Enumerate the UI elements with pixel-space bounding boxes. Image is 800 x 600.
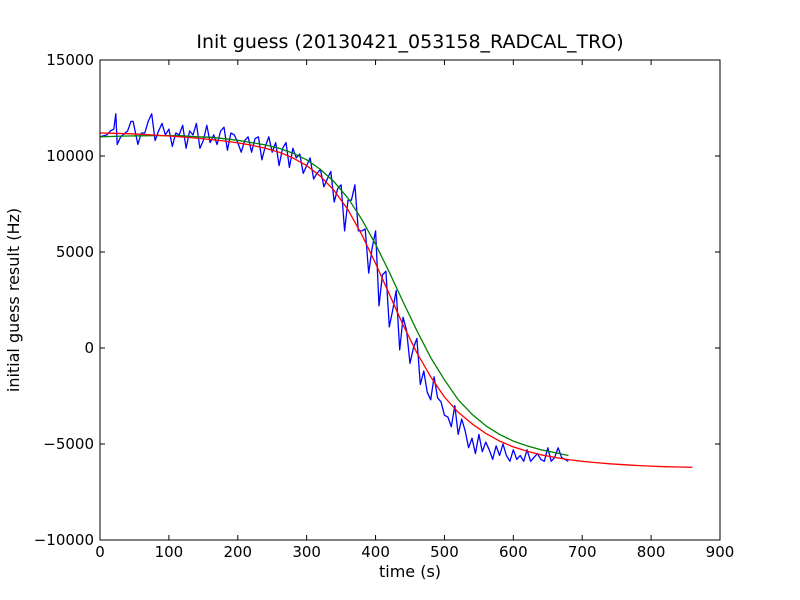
x-tick-label: 800 <box>637 543 666 561</box>
x-tick-label: 700 <box>568 543 597 561</box>
y-tick-label: −10000 <box>34 531 94 549</box>
y-tick-label: −5000 <box>43 435 94 453</box>
x-tick-label: 500 <box>430 543 459 561</box>
series-line-0 <box>99 113 569 462</box>
series-line-2 <box>99 132 693 469</box>
y-tick-label: 5000 <box>56 243 94 261</box>
plot-frame <box>99 59 721 541</box>
x-tick-label: 400 <box>361 543 390 561</box>
y-tick-label: 15000 <box>46 51 94 69</box>
plot-area <box>99 113 693 469</box>
x-tick-label: 300 <box>292 543 321 561</box>
series-line-1 <box>99 134 569 457</box>
x-tick-label: 0 <box>95 543 105 561</box>
y-tick-label: 10000 <box>46 147 94 165</box>
x-axis-label: time (s) <box>379 562 441 581</box>
y-tick-label: 0 <box>84 339 94 357</box>
x-axis: 0 100 200 300 400 500 600 700 800 900 <box>95 60 734 561</box>
x-tick-label: 200 <box>223 543 252 561</box>
x-tick-label: 600 <box>499 543 528 561</box>
chart-title: Init guess (20130421_053158_RADCAL_TRO) <box>196 31 623 53</box>
y-axis: −10000 −5000 0 5000 10000 15000 <box>34 51 720 549</box>
y-axis-label: initial guess result (Hz) <box>4 208 23 392</box>
x-tick-label: 900 <box>706 543 735 561</box>
x-tick-label: 100 <box>155 543 184 561</box>
